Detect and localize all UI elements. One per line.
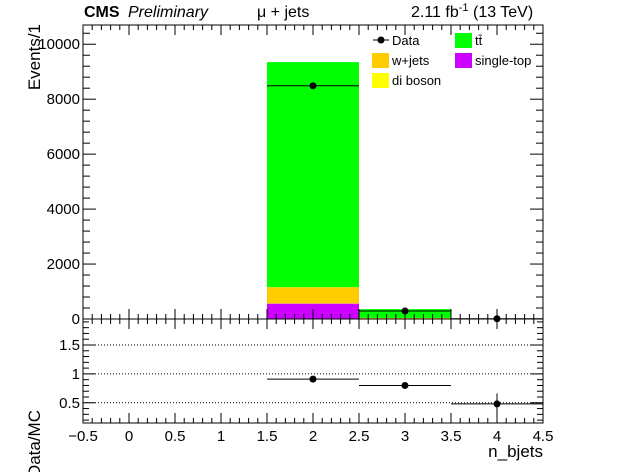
- legend-label-diboson: di boson: [392, 73, 441, 88]
- legend: Data tt̄ w+jets single-top di boson: [372, 33, 531, 88]
- ratio-ytick-label-0: 0.5: [59, 395, 80, 412]
- ratio-xtick-label-5: 2: [309, 428, 317, 445]
- ratio-xtick-label-2: 0.5: [165, 428, 186, 445]
- ratio-xtick-label-1: 0: [125, 428, 133, 445]
- legend-swatch-ttbar: [455, 33, 472, 48]
- ratio-xtick-label-4: 1.5: [257, 428, 278, 445]
- main-panel: 0 2000 4000 6000 8000 10000: [38, 24, 544, 328]
- channel-label: μ + jets: [257, 4, 309, 21]
- main-ytick-label-4: 8000: [47, 91, 80, 108]
- status-label: Preliminary: [128, 4, 209, 21]
- main-ytick-label-1: 2000: [47, 256, 80, 273]
- legend-label-wjets: w+jets: [391, 53, 430, 68]
- experiment-label: CMS: [84, 4, 120, 21]
- ratio-xtick-label-3: 1: [217, 428, 225, 445]
- ratio-frame: [82, 318, 544, 424]
- ratio-gridlines: [83, 344, 543, 404]
- ratio-layer: [267, 375, 543, 415]
- ratio-panel: 0.5 1 1.5 −0.5 0 0.5 1 1.5 2 2.5 3 3.5 4 4.5: [59, 318, 553, 445]
- stack-bar-ttbar-bin-0: [267, 62, 359, 288]
- ratio-ticks: 0.5 1 1.5 −0.5 0 0.5 1 1.5 2 2.5 3 3.5 4 4.5: [59, 319, 553, 445]
- ratio-point-0: [309, 375, 317, 383]
- main-ytick-label-2: 4000: [47, 201, 80, 218]
- lumi-exponent: -1: [459, 2, 469, 14]
- ratio-xtick-label-7: 3: [401, 428, 409, 445]
- x-axis-title: n_bjets: [488, 442, 543, 461]
- main-ytick-label-0: 0: [72, 311, 80, 328]
- main-y-title: Events/1: [25, 24, 44, 90]
- ratio-y-title: Data/MC: [25, 410, 44, 472]
- legend-label-data: Data: [392, 33, 420, 48]
- energy-label: (13 TeV): [473, 4, 533, 21]
- ratio-xtick-label-8: 3.5: [441, 428, 462, 445]
- lumi-value: 2.11 fb: [411, 4, 459, 21]
- ratio-point-1: [401, 381, 409, 389]
- ratio-ytick-label-1: 1: [72, 366, 80, 383]
- ratio-xtick-label-9: 4: [493, 428, 501, 445]
- legend-swatch-diboson: [372, 73, 389, 88]
- legend-data-marker: [377, 36, 385, 44]
- lumi-label: 2.11 fb-1 (13 TeV): [411, 2, 533, 21]
- legend-label-singletop: single-top: [475, 53, 531, 68]
- legend-swatch-wjets: [372, 53, 389, 68]
- stack-bar-wjets-bin-0: [267, 287, 359, 304]
- ratio-xtick-label-0: −0.5: [68, 428, 98, 445]
- ratio-xtick-label-6: 2.5: [349, 428, 370, 445]
- legend-swatch-singletop: [455, 53, 472, 68]
- ratio-xtick-label-10: 4.5: [533, 428, 554, 445]
- legend-label-ttbar: tt̄: [475, 33, 483, 48]
- data-point-0: [309, 82, 317, 90]
- stack-layer: [267, 62, 543, 319]
- main-ytick-label-3: 6000: [47, 146, 80, 163]
- ratio-ytick-label-2: 1.5: [59, 337, 80, 354]
- main-ytick-label-5: 10000: [38, 36, 80, 53]
- ratio-point-2: [493, 400, 501, 408]
